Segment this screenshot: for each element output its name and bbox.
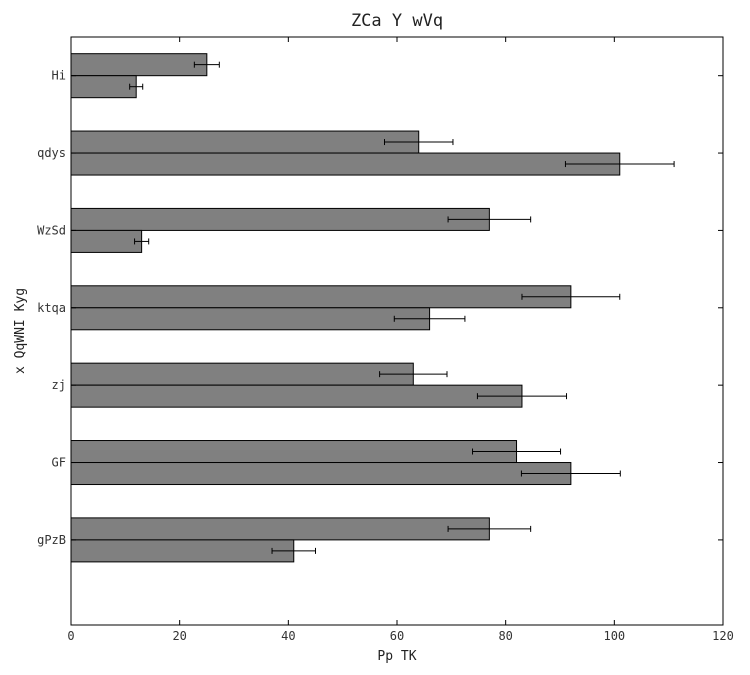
bar-series-2	[70, 152, 621, 176]
y-axis-label: x QqWNI Kyg	[13, 288, 28, 374]
bar-series-2	[70, 384, 523, 408]
y-tick-label: qdys	[37, 146, 66, 160]
bar-series-1	[70, 285, 572, 309]
bar-series-1	[70, 517, 490, 541]
y-tick-label: GF	[52, 456, 66, 470]
bar-series-2	[70, 462, 572, 486]
bar-series-1	[70, 362, 414, 386]
bar-series-2	[70, 307, 431, 331]
y-tick-label: gPzB	[37, 533, 66, 547]
y-tick-label: zj	[52, 378, 66, 392]
x-tick-label: 40	[281, 629, 295, 643]
bar-series-1	[70, 440, 518, 464]
bar-series-1	[70, 130, 420, 154]
bar-series-2	[70, 75, 137, 99]
x-tick-label: 20	[172, 629, 186, 643]
x-axis-label: Pp TK	[377, 649, 416, 664]
y-tick-label: ktqa	[37, 301, 66, 315]
bar-series-2	[70, 229, 143, 253]
bar-series-1	[70, 207, 490, 231]
x-tick-label: 0	[67, 629, 74, 643]
bar-series-1	[70, 53, 208, 77]
bar-series-2	[70, 539, 295, 563]
x-tick-label: 80	[498, 629, 512, 643]
axis-ticks-group: 0 20 40 60 80 100 120 Hi qdys WzSd ktqa zj GF gPzB	[37, 37, 734, 643]
bars-group	[70, 53, 621, 563]
x-tick-label: 100	[603, 629, 625, 643]
x-tick-label: 120	[712, 629, 734, 643]
chart-title: ZCa Y wVq	[351, 11, 443, 31]
error-bars-group	[129, 61, 675, 554]
x-tick-label: 60	[390, 629, 404, 643]
plot-frame	[70, 36, 724, 626]
y-tick-label: WzSd	[37, 223, 66, 237]
y-tick-label: Hi	[52, 69, 66, 83]
